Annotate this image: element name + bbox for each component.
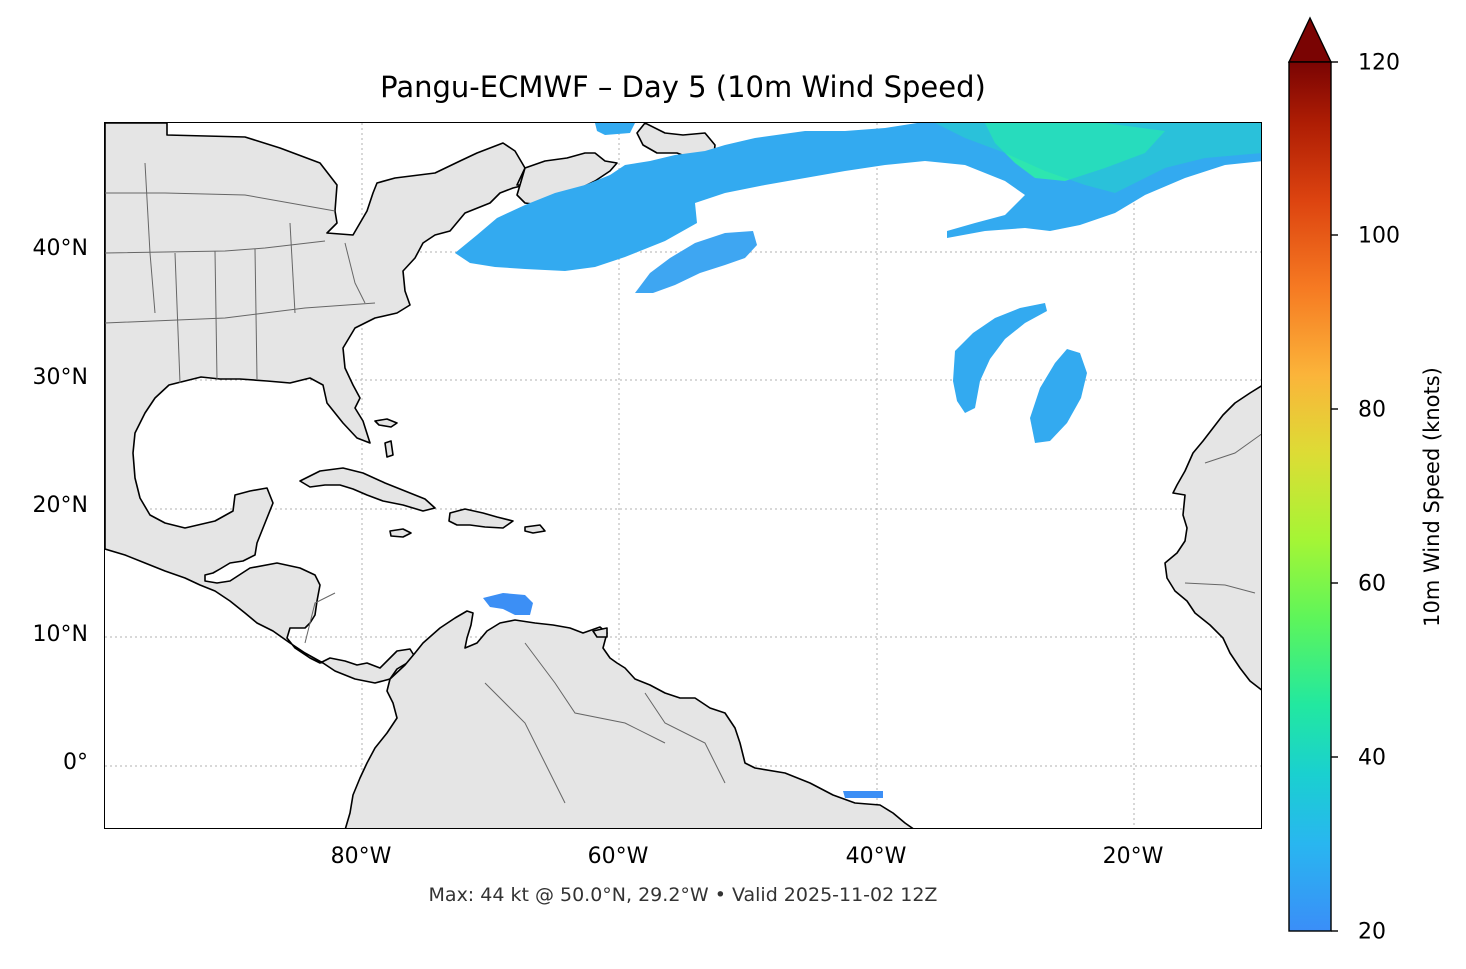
wind-speed-shading [455, 123, 1261, 798]
wind-blob-mid-atlantic [635, 231, 757, 293]
lon-label-20w: 20°W [1102, 844, 1164, 869]
lon-label-60w: 60°W [587, 844, 649, 869]
wind-blob-brazil [843, 791, 883, 798]
land-trinidad [592, 627, 608, 638]
land-bahamas-1 [374, 418, 398, 428]
land-bahamas-2 [384, 440, 394, 458]
colorbar-tick-100: 100 [1358, 223, 1400, 249]
lon-label-80w: 80°W [330, 844, 392, 869]
colorbar-gradient [1288, 61, 1332, 932]
land [105, 123, 1261, 828]
lat-label-0: 0° [63, 750, 88, 775]
wind-blob-east-2 [1030, 349, 1087, 443]
colorbar-extend-arrow [1287, 16, 1333, 63]
land-south-america [344, 610, 914, 828]
map-panel[interactable] [104, 122, 1262, 829]
colorbar-tick-120: 120 [1358, 50, 1400, 76]
land-africa [1164, 385, 1261, 691]
colorbar-tick-20: 20 [1358, 919, 1386, 945]
land-puerto-rico [524, 524, 546, 534]
wind-blob-caribbean [483, 593, 533, 615]
lon-label-40w: 40°W [845, 844, 907, 869]
colorbar-title: 10m Wind Speed (knots) [1420, 367, 1444, 627]
lat-label-20: 20°N [32, 493, 88, 518]
land-cuba [299, 467, 436, 512]
political-borders [105, 162, 1261, 804]
land-jamaica [389, 528, 412, 538]
colorbar-tick-40: 40 [1358, 745, 1386, 771]
footer-caption: Max: 44 kt @ 50.0°N, 29.2°W • Valid 2025… [428, 884, 938, 906]
land-hispaniola [448, 508, 514, 529]
wind-blob-newfoundland [595, 123, 635, 135]
wind-blob-east-1 [953, 303, 1047, 413]
chart-title: Pangu-ECMWF – Day 5 (10m Wind Speed) [380, 70, 986, 104]
wind-core-teal [935, 123, 1261, 193]
colorbar-tick-60: 60 [1358, 571, 1386, 597]
colorbar [1287, 16, 1338, 932]
lat-label-30: 30°N [32, 365, 88, 390]
lat-label-40: 40°N [32, 236, 88, 261]
lat-label-10: 10°N [32, 622, 88, 647]
map-svg [105, 123, 1261, 828]
land-maritimes [516, 152, 618, 206]
colorbar-tick-80: 80 [1358, 397, 1386, 423]
